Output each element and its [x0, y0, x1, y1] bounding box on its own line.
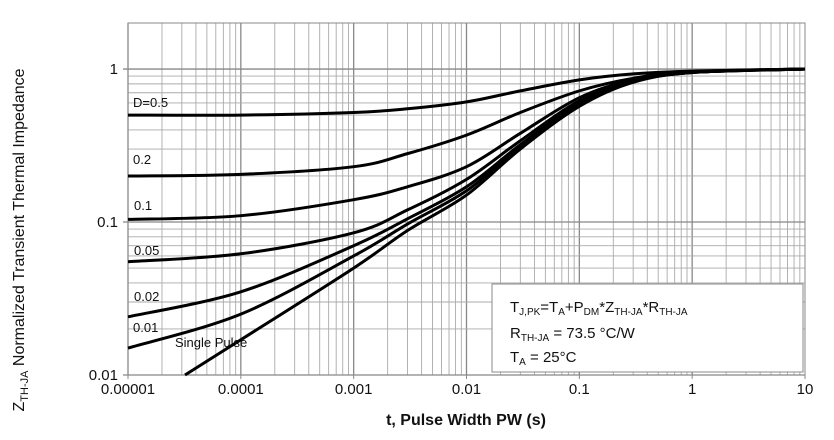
rth-line: RTH-JA = 73.5 °C/W [510, 325, 636, 344]
series-label-d002: 0.02 [134, 289, 159, 304]
x-tick-label: 0.0001 [218, 381, 264, 398]
series-label-d001: 0.01 [133, 320, 158, 335]
y-tick-label: 1 [110, 61, 118, 78]
x-tick-label: 1 [688, 381, 696, 398]
series-label-d05: D=0.5 [133, 95, 168, 110]
series-label-d02: 0.2 [133, 152, 151, 167]
series-lines [127, 67, 806, 377]
annotation-box: TJ,PK=TA+PDM*ZTH-JA*RTH-JA RTH-JA = 73.5… [491, 283, 804, 373]
x-tick-label: 0.01 [452, 381, 481, 398]
x-tick-label: 0.00001 [101, 381, 155, 398]
series-line-d-0-5 [127, 67, 806, 117]
tick-labels: 0.00001 0.0001 0.001 0.01 0.1 1 10 0.01 0.1 1 [89, 61, 814, 398]
series-line-single-pulse [184, 67, 806, 377]
series-label-single-pulse: Single Pulse [175, 335, 247, 350]
y-tick-label: 0.1 [97, 214, 118, 231]
y-tick-label: 0.01 [89, 367, 118, 384]
x-tick-label: 0.001 [335, 381, 373, 398]
x-tick-label: 0.1 [569, 381, 590, 398]
ta-line: TA = 25°C [510, 349, 577, 368]
x-tick-label: 10 [797, 381, 814, 398]
x-axis-title: t, Pulse Width PW (s) [386, 412, 546, 429]
y-axis-title: ZTH-JA Normalized Transient Thermal Impe… [11, 68, 31, 411]
equation-line: TJ,PK=TA+PDM*ZTH-JA*RTH-JA [510, 299, 688, 318]
series-label-d01: 0.1 [134, 198, 152, 213]
series-label-d005: 0.05 [134, 243, 159, 258]
series-labels: D=0.5 0.2 0.1 0.05 0.02 0.01 Single Puls… [133, 95, 247, 350]
